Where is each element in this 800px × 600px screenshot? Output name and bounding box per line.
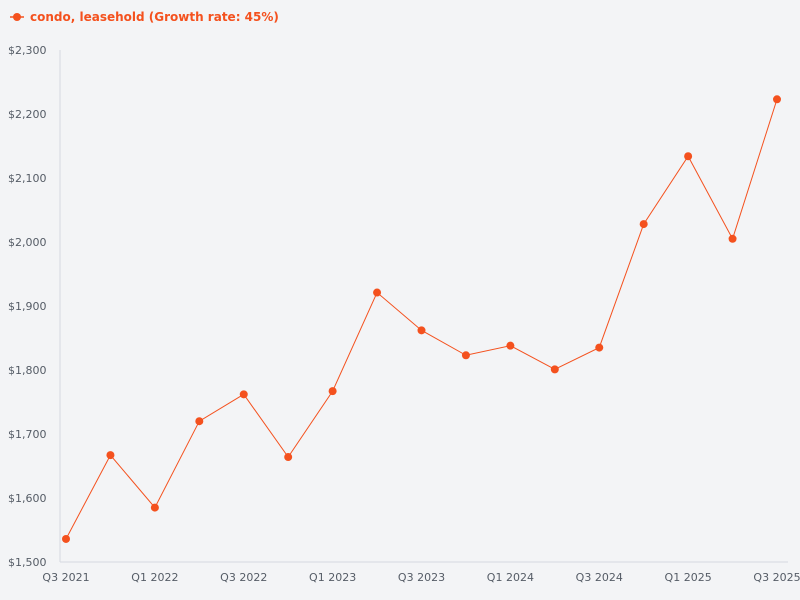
x-axis-ticks: Q3 2021 Q1 2022 Q3 2022 Q1 2023 Q3 2023 Q1 20…	[42, 571, 800, 584]
y-tick-label: $1,800	[8, 364, 47, 377]
data-point[interactable]	[328, 387, 337, 396]
data-point[interactable]	[417, 326, 426, 335]
data-point[interactable]	[728, 234, 737, 243]
y-tick-label: $2,100	[8, 172, 47, 185]
x-tick-label: Q1 2023	[309, 571, 356, 584]
y-axis-ticks: $1,500 $1,600 $1,700 $1,800 $1,900 $2,000 $2,1…	[8, 44, 47, 569]
x-tick-label: Q3 2023	[398, 571, 445, 584]
y-tick-label: $1,700	[8, 428, 47, 441]
data-point[interactable]	[195, 417, 204, 426]
data-point[interactable]	[461, 351, 470, 360]
data-point[interactable]	[150, 503, 159, 512]
data-point[interactable]	[550, 365, 559, 374]
data-point[interactable]	[506, 341, 515, 350]
y-tick-label: $2,300	[8, 44, 47, 57]
x-tick-label: Q3 2025	[753, 571, 800, 584]
data-point[interactable]	[62, 534, 70, 543]
x-tick-label: Q3 2021	[42, 571, 89, 584]
data-point[interactable]	[373, 288, 382, 297]
legend[interactable]: condo, leasehold (Growth rate: 45%)	[10, 10, 279, 24]
y-tick-label: $1,900	[8, 300, 47, 313]
legend-label: condo, leasehold (Growth rate: 45%)	[30, 10, 279, 24]
data-point[interactable]	[773, 95, 781, 104]
y-tick-label: $2,200	[8, 108, 47, 121]
y-tick-label: $2,000	[8, 236, 47, 249]
legend-dot-marker	[13, 13, 21, 21]
data-point[interactable]	[639, 220, 648, 229]
data-point[interactable]	[106, 451, 115, 460]
x-tick-label: Q3 2022	[220, 571, 267, 584]
data-point[interactable]	[284, 453, 293, 462]
data-point[interactable]	[684, 152, 693, 161]
data-point[interactable]	[595, 343, 604, 352]
data-point[interactable]	[239, 390, 248, 399]
series-layer	[62, 95, 781, 543]
y-tick-label: $1,500	[8, 556, 47, 569]
y-tick-label: $1,600	[8, 492, 47, 505]
x-tick-label: Q1 2024	[487, 571, 534, 584]
x-tick-label: Q3 2024	[576, 571, 623, 584]
series-line	[65, 99, 778, 540]
x-tick-label: Q1 2025	[665, 571, 712, 584]
x-tick-label: Q1 2022	[131, 571, 178, 584]
